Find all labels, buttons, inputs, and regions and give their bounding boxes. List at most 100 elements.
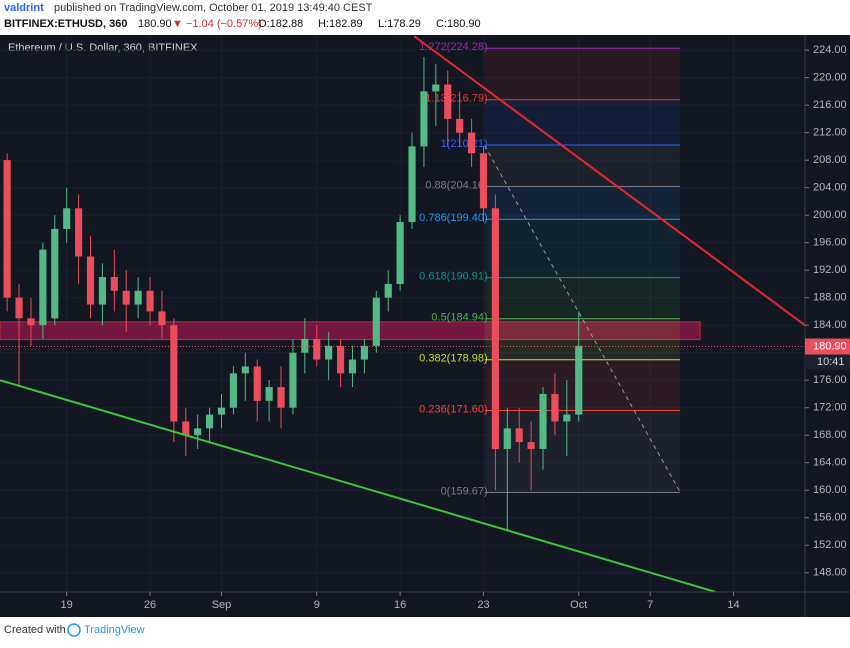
candle-body [313, 338, 321, 360]
candle-body [39, 249, 47, 326]
logo [67, 623, 81, 637]
y-tick-label: 196.00 [813, 237, 847, 249]
change: ▼ −1.04 (−0.57%) [172, 18, 262, 30]
candle-body [372, 297, 380, 346]
candle-body [265, 387, 273, 401]
footer-created: Created with [4, 624, 66, 636]
candle-body [360, 345, 368, 360]
candle-body [75, 208, 83, 257]
candle-body [134, 290, 142, 305]
plot: 1.272(224.28) 1.13(216.79) 1(210.21) 0.88(2… [0, 35, 805, 592]
y-tick-label: 224.00 [813, 44, 847, 56]
y-tick-label: 188.00 [813, 292, 847, 304]
fib-label: 0.382(178.98) [419, 353, 488, 365]
candle-body [551, 393, 559, 422]
candle-body [432, 84, 440, 92]
chart-title: Ethereum / U.S. Dollar, 360, BITFINEX [8, 42, 198, 54]
fib-label: 1.272(224.28) [419, 41, 488, 53]
x-tick-label: 14 [727, 599, 739, 611]
fib-label: 1(210.21) [441, 138, 488, 150]
candle-body [206, 414, 214, 429]
x-tick-label: 16 [394, 599, 406, 611]
candle-body [122, 290, 130, 305]
fib-band [484, 277, 680, 319]
candle-body [51, 228, 59, 319]
ohlc-open: O:182.88 [258, 18, 303, 30]
candle-body [27, 318, 35, 326]
candle-body [15, 297, 23, 319]
candle-body [229, 373, 237, 408]
candle-body [170, 325, 178, 422]
author: valdrint [4, 2, 44, 14]
candle-body [98, 277, 106, 305]
candle-body [158, 311, 166, 326]
candle-body [337, 345, 345, 374]
candle-body [396, 222, 404, 284]
footer-brand[interactable]: TradingView [84, 624, 145, 636]
symbol: BITFINEX:ETHUSD, 360 [4, 18, 127, 30]
candle-body [575, 345, 583, 415]
trendline [413, 35, 805, 326]
price: 180.90 [138, 18, 172, 30]
y-tick-label: 168.00 [813, 429, 847, 441]
candle-body [515, 428, 523, 443]
y-tick-label: 204.00 [813, 182, 847, 194]
fib-band [484, 99, 680, 145]
candle-body [491, 208, 499, 449]
fib-label: 0.88(204.16) [425, 179, 487, 191]
x-tick-label: 19 [61, 599, 73, 611]
x-tick-label: 23 [477, 599, 489, 611]
fib-label: 0.236(171.60) [419, 403, 488, 415]
trendline [0, 379, 716, 592]
fib-label: 0.618(190.91) [419, 271, 488, 283]
candle-body [563, 414, 571, 422]
candle-body [194, 428, 202, 436]
candle-body [479, 153, 488, 209]
candle-body [110, 277, 118, 291]
fib-band [484, 48, 680, 100]
candle-body [408, 146, 416, 223]
y-tick-label: 184.00 [813, 319, 847, 331]
x-tick-label: 9 [314, 599, 320, 611]
fib-band [484, 186, 680, 220]
fib-label: 0(159.67) [441, 485, 488, 497]
fib-band [484, 410, 680, 493]
y-tick-label: 148.00 [813, 567, 847, 579]
x-tick-label: 7 [647, 599, 653, 611]
candle-body [182, 421, 190, 436]
candle-body [277, 387, 285, 408]
y-tick-label: 216.00 [813, 99, 847, 111]
candle-body [241, 366, 249, 374]
ohlc-close: C:180.90 [436, 18, 481, 30]
candle-body [456, 118, 464, 133]
x-tick-label: Sep [212, 599, 232, 611]
fib-label: 1.13(216.79) [425, 93, 487, 105]
candle-body [503, 428, 511, 449]
fib-label: 0.5(184.94) [431, 312, 487, 324]
y-tick-label: 208.00 [813, 154, 847, 166]
candle-body [444, 84, 452, 119]
last-price-label: 180.90 [813, 340, 847, 352]
y-tick-label: 176.00 [813, 374, 847, 386]
fib-band [484, 144, 680, 187]
last-price-box [805, 338, 850, 355]
y-tick-label: 212.00 [813, 127, 847, 139]
y-tick-label: 220.00 [813, 72, 847, 84]
candle-body [348, 359, 357, 374]
candle-body [3, 160, 11, 298]
y-tick-label: 164.00 [813, 457, 847, 469]
candle-body [146, 290, 154, 312]
fib-band [484, 219, 680, 278]
y-tick-label: 156.00 [813, 512, 847, 524]
trendline [484, 145, 681, 492]
x-tick-label: Oct [570, 599, 587, 611]
published: published on TradingView.com, October 01… [54, 2, 373, 14]
candle-body [63, 208, 71, 229]
y-tick-label: 200.00 [813, 209, 847, 221]
y-tick-label: 152.00 [813, 539, 847, 551]
candle-body [301, 338, 309, 353]
fib-label: 0.786(199.40) [419, 212, 488, 224]
candle-body [527, 442, 535, 449]
